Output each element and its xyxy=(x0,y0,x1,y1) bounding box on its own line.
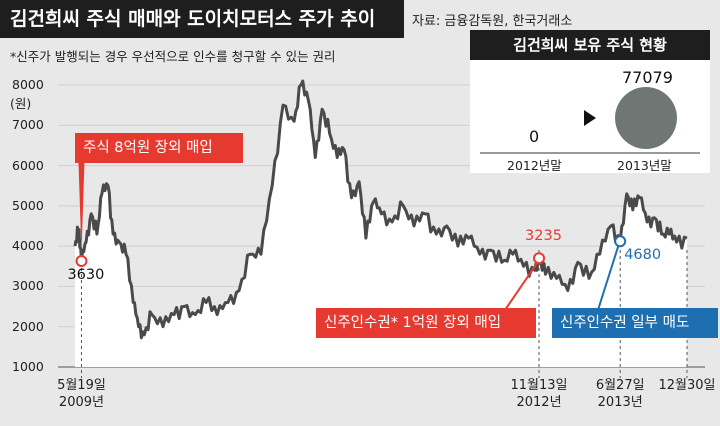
x-tick-label: 12월30일 xyxy=(647,377,720,394)
callout-sell-warrant: 신주인수권 일부 매도 xyxy=(552,308,718,338)
footnote: *신주가 발행되는 경우 우선적으로 인수를 청구할 수 있는 권리 xyxy=(10,49,336,64)
x-tick-label: 11월13일 2012년 xyxy=(499,377,579,411)
inset-before-label: 2012년말 xyxy=(507,158,562,173)
x-tick-year: 2013년 xyxy=(597,395,643,410)
y-axis-unit: (원) xyxy=(10,96,32,111)
inset-after-label: 2013년말 xyxy=(617,158,672,173)
event-marker xyxy=(75,255,88,268)
y-tick-label: 2000 xyxy=(12,318,44,334)
y-tick-label: 1000 xyxy=(12,359,44,374)
inset-before-value: 0 xyxy=(529,127,540,146)
inset-after-value: 77079 xyxy=(622,68,673,87)
x-tick-label: 5월19일 2009년 xyxy=(41,377,121,411)
price-area xyxy=(75,81,687,367)
inset-arrow-icon xyxy=(584,110,596,126)
y-tick-label: 8000 xyxy=(12,77,44,92)
holdings-inset: 김건희씨 보유 주식 현황 0 77079 2012년말 2013년말 xyxy=(470,30,710,173)
connector-buy-stock xyxy=(78,162,85,254)
marker-value-label: 4680 xyxy=(624,247,662,264)
inset-title: 김건희씨 보유 주식 현황 xyxy=(470,30,710,60)
connector-sell-warrant xyxy=(597,246,620,311)
callout-buy-warrant: 신주인수권* 1억원 장외 매입 xyxy=(316,308,536,338)
x-tick-year: 2009년 xyxy=(58,395,104,410)
marker-value-label: 3235 xyxy=(525,228,562,245)
chart-title: 김건희씨 주식 매매와 도이치모터스 주가 추이 xyxy=(0,0,404,38)
x-tick-year: 2012년 xyxy=(516,395,562,410)
x-tick-date: 11월13일 xyxy=(510,378,568,393)
source-note: 자료: 금융감독원, 한국거래소 xyxy=(412,14,573,29)
connector-buy-warrant xyxy=(504,262,538,311)
event-markers xyxy=(75,235,627,268)
price-line xyxy=(73,79,688,340)
callout-connectors xyxy=(78,162,620,311)
y-tick-label: 4000 xyxy=(12,238,44,254)
x-tick-date: 6월27일 xyxy=(595,378,645,393)
inset-holdings-circle xyxy=(615,87,677,149)
event-marker xyxy=(614,235,627,248)
y-tick-label: 5000 xyxy=(12,197,44,213)
y-tick-label: 7000 xyxy=(12,117,44,133)
callout-buy-stock: 주식 8억원 장외 매입 xyxy=(75,133,243,163)
x-tick-label: 6월27일 2013년 xyxy=(580,377,660,411)
y-tick-label: 6000 xyxy=(12,157,44,173)
event-marker xyxy=(533,252,546,265)
x-tick-date: 5월19일 xyxy=(57,378,106,393)
x-tick-date: 12월30일 xyxy=(658,378,716,393)
y-tick-label: 3000 xyxy=(12,278,44,294)
marker-value-label: 3630 xyxy=(67,267,105,284)
